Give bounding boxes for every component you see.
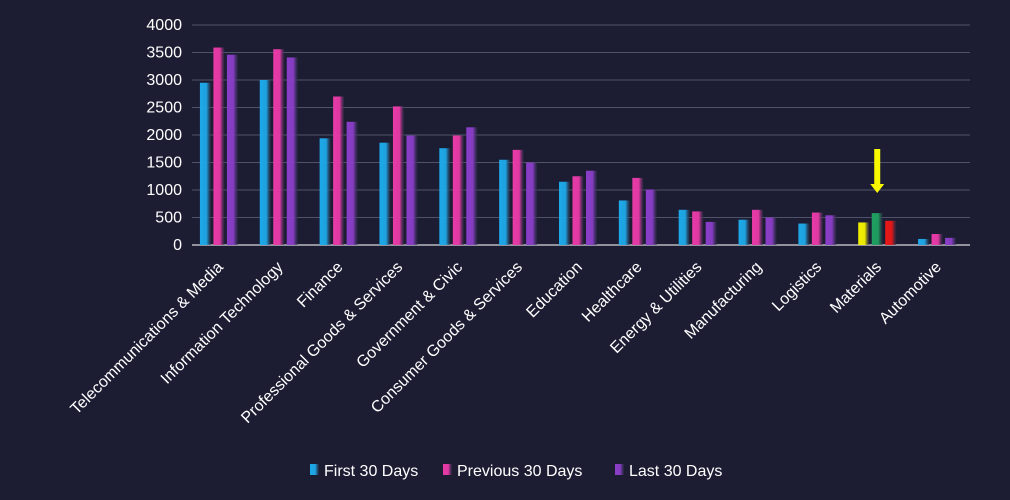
y-tick-label: 0 bbox=[173, 237, 182, 254]
y-tick-label: 3500 bbox=[146, 45, 182, 62]
bar-first-30-days bbox=[798, 223, 810, 245]
bar-last-30-days bbox=[406, 135, 418, 245]
legend: First 30 Days Previous 30 Days Last 30 Day… bbox=[310, 463, 722, 480]
bar-previous-30-days bbox=[333, 96, 345, 245]
legend-swatch bbox=[443, 464, 452, 475]
bar-last-30-days bbox=[466, 127, 478, 245]
bar-first-30-days bbox=[439, 148, 451, 245]
legend-label: Previous 30 Days bbox=[457, 463, 582, 480]
bar-last-30-days bbox=[945, 237, 957, 245]
legend-swatch bbox=[615, 464, 624, 475]
y-tick-label: 2500 bbox=[146, 100, 182, 117]
y-tick-label: 1000 bbox=[146, 182, 182, 199]
bar-first-30-days bbox=[559, 181, 570, 245]
x-tick-label: Materials bbox=[827, 259, 885, 317]
y-axis: 0 500 1000 1500 2000 2500 3000 3500 4000 bbox=[146, 17, 182, 254]
bar-first-30-days bbox=[918, 238, 930, 245]
bar-previous-30-days bbox=[871, 213, 883, 245]
legend-label: First 30 Days bbox=[324, 463, 418, 480]
bar-last-30-days bbox=[825, 215, 837, 245]
bar-previous-30-days bbox=[811, 212, 823, 245]
bar-previous-30-days bbox=[692, 211, 704, 245]
bar-last-30-days bbox=[705, 221, 717, 245]
bar-previous-30-days bbox=[572, 176, 584, 245]
bar-first-30-days bbox=[199, 82, 211, 245]
y-tick-label: 500 bbox=[155, 210, 182, 227]
bar-previous-30-days bbox=[273, 49, 285, 246]
bar-first-30-days bbox=[678, 209, 690, 245]
bar-first-30-days bbox=[858, 222, 870, 245]
bar-last-30-days bbox=[645, 189, 657, 245]
x-tick-label: Finance bbox=[294, 259, 346, 311]
highlight-arrow-icon bbox=[870, 149, 885, 193]
bar-previous-30-days bbox=[512, 149, 524, 245]
y-tick-label: 3000 bbox=[146, 72, 182, 89]
x-tick-label: Logistics bbox=[769, 259, 825, 315]
bar-last-30-days bbox=[226, 54, 238, 246]
bar-last-30-days bbox=[586, 170, 597, 245]
bar-last-30-days bbox=[526, 162, 538, 245]
bar-last-30-days bbox=[286, 57, 298, 246]
bar-previous-30-days bbox=[213, 47, 225, 245]
x-tick-label: Information Technology bbox=[158, 259, 287, 388]
bar-previous-30-days bbox=[632, 177, 644, 245]
bar-first-30-days bbox=[379, 142, 391, 245]
bars bbox=[199, 47, 957, 246]
legend-swatch bbox=[310, 464, 319, 475]
bar-previous-30-days bbox=[452, 135, 464, 245]
bar-first-30-days bbox=[319, 138, 331, 245]
bar-previous-30-days bbox=[752, 209, 764, 245]
bar-first-30-days bbox=[738, 219, 750, 245]
bar-first-30-days bbox=[618, 200, 630, 245]
x-tick-label: Automotive bbox=[876, 259, 945, 328]
y-tick-label: 1500 bbox=[146, 155, 182, 172]
y-tick-label: 4000 bbox=[146, 17, 182, 34]
bar-previous-30-days bbox=[931, 234, 943, 245]
bar-last-30-days bbox=[346, 121, 358, 245]
x-tick-label: Government & Civic bbox=[354, 259, 467, 372]
bar-previous-30-days bbox=[392, 106, 404, 246]
bar-first-30-days bbox=[499, 159, 511, 245]
legend-label: Last 30 Days bbox=[629, 463, 722, 480]
bar-first-30-days bbox=[259, 80, 271, 245]
y-tick-label: 2000 bbox=[146, 127, 182, 144]
bar-last-30-days bbox=[765, 217, 777, 245]
down-arrow-icon bbox=[870, 149, 885, 193]
bar-last-30-days bbox=[885, 220, 897, 245]
x-tick-label: Education bbox=[523, 259, 585, 321]
